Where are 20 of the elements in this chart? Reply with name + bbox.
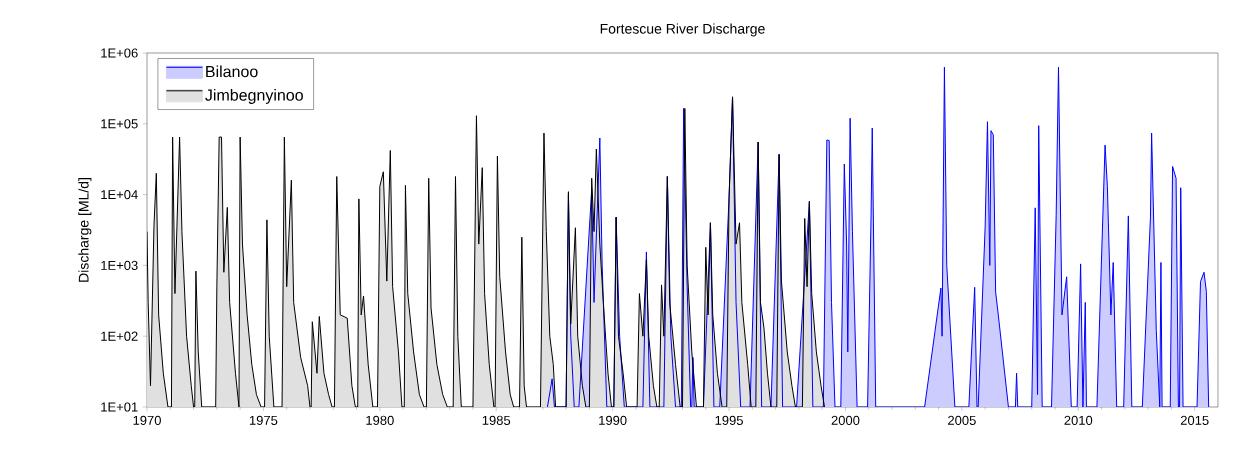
x-tick-label: 1990 <box>599 415 627 425</box>
y-tick-label: 1E+02 <box>101 331 138 341</box>
y-tick-label: 1E+04 <box>101 189 138 200</box>
x-tick-label: 2000 <box>831 415 860 425</box>
x-tick-label: 1980 <box>366 415 394 425</box>
legend-label: Jimbegnyinoo <box>205 89 303 104</box>
x-tick-label: 1985 <box>482 415 511 425</box>
y-tick-label: 1E+01 <box>101 402 138 412</box>
x-tick-label: 2010 <box>1064 415 1093 425</box>
chart-title: Fortescue River Discharge <box>600 23 765 37</box>
y-tick-label: 1E+05 <box>101 119 138 129</box>
x-tick-label: 2015 <box>1180 415 1209 425</box>
y-tick-label: 1E+06 <box>101 48 138 58</box>
legend-label: Bilanoo <box>206 65 258 78</box>
x-tick-label: 2005 <box>948 415 976 425</box>
y-axis-title: Discharge [ML/d] <box>78 178 92 282</box>
x-tick-label: 1995 <box>715 415 743 425</box>
y-tick-label: 1E+03 <box>101 260 138 270</box>
x-tick-label: 1970 <box>133 415 161 425</box>
x-tick-label: 1975 <box>249 415 278 425</box>
